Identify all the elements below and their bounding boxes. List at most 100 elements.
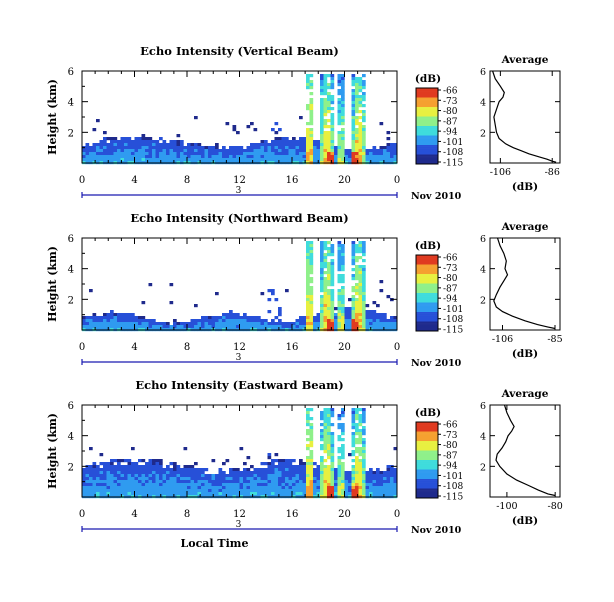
heatmap-cell (264, 489, 268, 493)
x-tick-label: 12 (233, 509, 246, 520)
heatmap-cell (236, 146, 240, 150)
heatmap-cell (131, 325, 135, 329)
heatmap-cell (341, 465, 345, 469)
heatmap-cell (197, 483, 202, 487)
heatmap-cell (187, 325, 191, 329)
heatmap-cell (351, 438, 356, 442)
heatmap-cell (85, 149, 90, 153)
heatmap-cell (106, 137, 111, 141)
heatmap-cell (309, 417, 314, 421)
heatmap-cell (320, 319, 324, 323)
heatmap-cell (330, 462, 335, 466)
heatmap-cell (281, 480, 286, 484)
heatmap-cell (278, 313, 282, 317)
heatmap-cell (292, 146, 296, 150)
heatmap-cell (187, 477, 191, 481)
heatmap-cell (330, 298, 335, 302)
heatmap-cell (110, 462, 114, 466)
heatmap-cell (117, 316, 121, 320)
heatmap-cell (309, 113, 314, 117)
heatmap-cell (120, 325, 125, 329)
heatmap-cell (176, 134, 181, 138)
heatmap-cell (344, 316, 349, 320)
heatmap-cell (131, 149, 135, 153)
heatmap-cell (355, 465, 359, 469)
heatmap-cell (183, 152, 188, 156)
heatmap-cell (201, 486, 205, 490)
colorbar-swatch (416, 296, 438, 299)
heatmap-cell (362, 465, 366, 469)
heatmap-cell (323, 158, 328, 162)
heatmap-cell (169, 283, 174, 287)
heatmap-cell (313, 158, 317, 162)
heatmap-cell (320, 253, 324, 257)
heatmap-cell (243, 486, 247, 490)
heatmap-cell (358, 134, 363, 138)
heatmap-cell (383, 319, 387, 323)
heatmap-cell (278, 486, 282, 490)
heatmap-cell (117, 155, 121, 159)
heatmap-cell (110, 146, 114, 150)
heatmap-cell (113, 474, 118, 478)
heatmap-cell (362, 304, 366, 308)
colorbar-swatch (416, 433, 438, 435)
heatmap-cell (117, 477, 121, 481)
heatmap-cell (281, 468, 286, 472)
heatmap-cell (180, 325, 184, 329)
heatmap-cell (355, 134, 359, 138)
heatmap-cell (323, 155, 328, 159)
heatmap-cell (99, 492, 104, 496)
heatmap-cell (211, 480, 216, 484)
heatmap-cell (215, 477, 219, 481)
heatmap-cell (162, 140, 167, 144)
heatmap-cell (330, 131, 335, 135)
heatmap-cell (337, 110, 342, 114)
heatmap-cell (215, 292, 219, 296)
heatmap-cell (295, 483, 300, 487)
heatmap-cell (232, 322, 237, 326)
heatmap-cell (330, 83, 335, 87)
heatmap-cell (211, 322, 216, 326)
heatmap-cell (187, 158, 191, 162)
heatmap-cell (106, 468, 111, 472)
heatmap-cell (320, 280, 324, 284)
heatmap-cell (355, 313, 359, 317)
heatmap-cell (362, 441, 366, 445)
heatmap-cell (299, 492, 303, 496)
heatmap-cell (176, 474, 181, 478)
heatmap-cell (302, 474, 307, 478)
heatmap-cell (267, 453, 272, 457)
heatmap-cell (365, 319, 370, 323)
heatmap-cell (295, 480, 300, 484)
heatmap-cell (155, 146, 160, 150)
heatmap-cell (306, 122, 310, 126)
heatmap-cell (96, 152, 100, 156)
heatmap-cell (187, 155, 191, 159)
heatmap-cell (386, 137, 391, 141)
heatmap-cell (124, 489, 128, 493)
heatmap-cell (320, 110, 324, 114)
heatmap-cell (327, 268, 331, 272)
heatmap-cell (96, 319, 100, 323)
heatmap-cell (145, 140, 149, 144)
heatmap-cell (355, 89, 359, 93)
heatmap-cell (379, 289, 384, 293)
heatmap-cell (243, 468, 247, 472)
heatmap-cell (341, 86, 345, 90)
heatmap-cell (309, 492, 314, 496)
heatmap-cell (127, 158, 132, 162)
heatmap-cell (197, 468, 202, 472)
heatmap-cell (337, 289, 342, 293)
heatmap-cell (351, 262, 356, 266)
heatmap-cell (341, 301, 345, 305)
heatmap-cell (218, 155, 223, 159)
heatmap-cell (302, 158, 307, 162)
heatmap-cell (113, 489, 118, 493)
heatmap-cell (337, 462, 342, 466)
heatmap-cell (117, 313, 121, 317)
heatmap-cell (292, 158, 296, 162)
heatmap-cell (134, 477, 139, 481)
heatmap-cell (323, 444, 328, 448)
colorbar-swatch (416, 267, 438, 270)
heatmap-cell (152, 140, 156, 144)
